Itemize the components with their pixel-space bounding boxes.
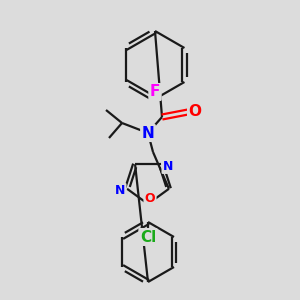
Text: Cl: Cl [140,230,156,244]
Text: N: N [163,160,173,173]
Text: O: O [145,191,155,205]
Text: N: N [115,184,125,197]
Text: N: N [142,125,154,140]
Text: F: F [150,85,160,100]
Text: O: O [188,104,202,119]
